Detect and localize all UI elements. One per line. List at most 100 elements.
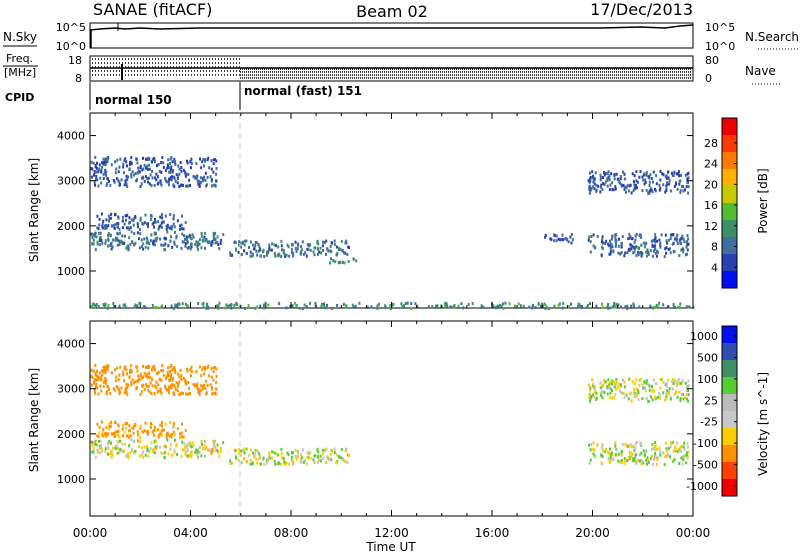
power-echo-cell: [635, 254, 638, 257]
power-echo-cell: [623, 172, 626, 176]
velocity-echo-cell: [685, 453, 688, 457]
power-echo-cell: [123, 222, 126, 226]
velocity-echo-cell: [162, 369, 165, 373]
power-echo-cell: [180, 246, 183, 250]
power-echo-cell: [305, 254, 308, 258]
power-echo-cell: [336, 303, 338, 307]
power-echo-cell: [669, 237, 672, 241]
velocity-echo-cell: [196, 450, 199, 454]
velocity-ytick-label: 4000: [57, 338, 85, 351]
power-echo-cell: [134, 172, 137, 176]
velocity-echo-cell: [197, 456, 199, 460]
power-echo-cell: [621, 184, 624, 188]
velocity-echo-cell: [145, 449, 148, 453]
power-echo-cell: [609, 248, 612, 252]
velocity-echo-cell: [207, 364, 210, 368]
power-echo-cell: [332, 259, 335, 262]
velocity-echo-cell: [277, 453, 280, 457]
velocity-echo-cell: [130, 380, 133, 384]
power-echo-cell: [142, 156, 144, 160]
power-echo-cell: [122, 162, 125, 166]
power-echo-cell: [668, 182, 671, 186]
velocity-echo-cell: [313, 461, 316, 465]
velocity-echo-cell: [130, 383, 133, 387]
power-echo-cell: [147, 222, 149, 226]
power-echo-cell: [258, 246, 261, 250]
velocity-echo-cell: [665, 454, 668, 458]
velocity-echo-cell: [163, 451, 166, 455]
velocity-echo-cell: [624, 459, 627, 463]
power-echo-cell: [105, 157, 108, 161]
power-echo-cell: [497, 304, 499, 308]
power-echo-cell: [676, 187, 679, 191]
velocity-echo-cell: [97, 392, 100, 396]
power-echo-cell: [666, 176, 669, 180]
power-echo-cell: [102, 303, 105, 307]
power-echo-cell: [635, 232, 638, 236]
power-echo-cell: [686, 242, 689, 246]
power-echo-cell: [678, 182, 681, 186]
power-echo-cell: [436, 304, 439, 308]
velocity-echo-cell: [189, 442, 192, 446]
power-echo-cell: [116, 158, 119, 162]
power-echo-cell: [205, 183, 208, 187]
velocity-echo-cell: [627, 397, 630, 401]
velocity-echo-cell: [316, 447, 319, 451]
power-echo-cell: [634, 238, 637, 242]
power-echo-cell: [280, 244, 283, 248]
power-echo-cell: [334, 260, 337, 264]
velocity-echo-cell: [614, 452, 617, 456]
velocity-echo-cell: [186, 367, 188, 371]
velocity-echo-cell: [166, 372, 169, 376]
velocity-echo-cell: [151, 377, 154, 381]
velocity-echo-cell: [205, 446, 208, 449]
power-colorbar-tick-label: 28: [704, 137, 718, 150]
power-echo-cell: [173, 242, 176, 246]
power-echo-cell: [685, 185, 688, 189]
power-echo-cell: [294, 240, 297, 244]
power-echo-cell: [242, 240, 245, 244]
nave-tick-top: 80: [705, 54, 719, 67]
power-echo-cell: [294, 246, 297, 250]
power-echo-cell: [550, 238, 553, 242]
velocity-echo-cell: [210, 387, 213, 391]
velocity-echo-cell: [108, 425, 111, 428]
power-echo-cell: [237, 306, 240, 310]
power-echo-cell: [632, 189, 635, 193]
velocity-echo-cell: [668, 390, 671, 394]
power-echo-cell: [206, 240, 209, 244]
power-echo-cell: [580, 306, 583, 310]
power-echo-cell: [169, 170, 172, 174]
velocity-echo-cell: [631, 452, 634, 456]
power-echo-cell: [157, 227, 160, 231]
velocity-echo-cell: [687, 379, 690, 383]
velocity-echo-cell: [245, 459, 248, 463]
velocity-echo-cell: [684, 461, 687, 465]
velocity-echo-cell: [602, 384, 604, 387]
power-echo-cell: [137, 166, 140, 170]
power-echo-cell: [171, 170, 174, 174]
power-echo-cell: [586, 303, 589, 307]
power-echo-cell: [125, 306, 127, 310]
velocity-echo-cell: [203, 439, 206, 443]
velocity-echo-cell: [593, 395, 596, 399]
power-echo-cell: [187, 173, 190, 176]
power-echo-cell: [615, 302, 618, 306]
power-echo-cell: [125, 218, 127, 222]
velocity-echo-cell: [658, 446, 661, 450]
power-echo-cell: [449, 305, 451, 309]
power-echo-cell: [626, 307, 629, 311]
power-ytick-label: 3000: [57, 175, 85, 188]
velocity-echo-cell: [139, 393, 142, 397]
velocity-echo-cell: [588, 395, 591, 399]
velocity-echo-cell: [687, 450, 690, 454]
velocity-echo-cell: [151, 384, 154, 388]
velocity-echo-cell: [620, 450, 623, 454]
power-echo-cell: [446, 304, 449, 308]
velocity-echo-cell: [306, 455, 309, 459]
power-echo-cell: [93, 181, 96, 184]
power-echo-cell: [143, 237, 146, 241]
power-echo-cell: [197, 240, 200, 244]
velocity-colorbar-swatch: [722, 343, 737, 360]
power-echo-cell: [649, 173, 652, 177]
